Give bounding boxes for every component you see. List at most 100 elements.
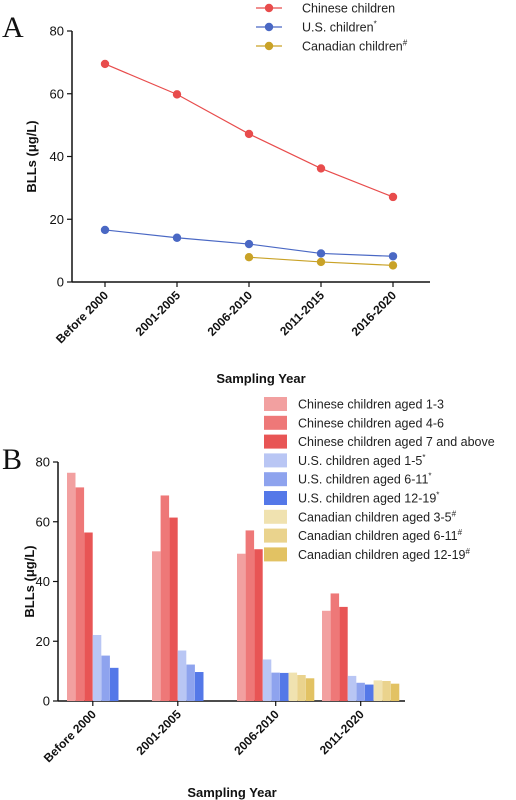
legend-label-0: Chinese children aged 1-3 xyxy=(298,398,444,412)
data-point xyxy=(388,261,398,270)
legend-swatch-4 xyxy=(264,472,287,487)
legend-label-7-superscript: # xyxy=(458,528,463,537)
data-point xyxy=(100,225,110,235)
legend-swatch-3 xyxy=(264,453,287,468)
bar xyxy=(382,680,391,701)
legend-label-1-name: Chinese children aged 4-6 xyxy=(298,416,444,430)
legend-label-8-superscript: # xyxy=(466,547,471,556)
legend-label-3-name: U.S. children aged 1-5 xyxy=(298,454,422,468)
bar xyxy=(262,659,272,701)
legend-swatch-6 xyxy=(264,509,287,524)
bar xyxy=(356,682,365,701)
legend-label-4-name: U.S. children aged 6-11 xyxy=(298,473,428,487)
legend-label-5: U.S. children aged 12-19* xyxy=(298,491,439,506)
legend-label-3-superscript: * xyxy=(422,453,425,462)
x-tick-label: Before 2000 xyxy=(53,288,111,346)
bar xyxy=(330,593,340,701)
bar xyxy=(347,675,357,701)
data-point xyxy=(316,249,326,258)
legend-label-2-name: Canadian children xyxy=(302,40,403,54)
legend-label-2: Canadian children# xyxy=(302,39,408,54)
bar xyxy=(280,672,289,701)
bar xyxy=(84,532,93,701)
bar xyxy=(322,610,331,701)
data-point xyxy=(244,129,254,139)
y-tick-label: 80 xyxy=(36,455,50,470)
legend-swatch-7 xyxy=(264,528,287,543)
data-point xyxy=(316,164,326,173)
x-tick-label: Before 2000 xyxy=(41,707,99,765)
panel-label-a: A xyxy=(2,11,24,44)
legend-label-4: U.S. children aged 6-11* xyxy=(298,472,432,487)
bar xyxy=(152,551,161,701)
legend-swatch-0 xyxy=(264,397,287,411)
legend-label-7: Canadian children aged 6-11# xyxy=(298,528,463,543)
y-tick-label: 20 xyxy=(36,634,50,649)
bar xyxy=(169,517,178,701)
legend-swatch-8 xyxy=(264,547,287,562)
legend-label-2-superscript: # xyxy=(403,39,408,48)
x-tick-label: 2011-2015 xyxy=(277,288,327,338)
bar xyxy=(254,549,263,701)
x-tick-label: 2001-2005 xyxy=(133,288,184,339)
panel-b-bar-chart: B 0 20 40 60 80 Before 2000 2001-2005 2006-2010 2… xyxy=(2,397,495,800)
bar xyxy=(365,684,374,701)
data-point xyxy=(388,192,398,202)
x-tick-label: 2006-2010 xyxy=(205,288,256,339)
legend-label-2-name: Chinese children aged 7 and above xyxy=(298,435,495,449)
bar xyxy=(288,672,298,701)
y-tick-label: 0 xyxy=(43,694,50,709)
legend-marker-0 xyxy=(264,3,274,13)
legend-label-5-name: U.S. children aged 12-19 xyxy=(298,492,436,506)
data-point xyxy=(172,233,182,242)
data-point xyxy=(244,253,254,262)
y-axis-label: BLLs (μg/L) xyxy=(24,120,39,192)
bar xyxy=(160,495,170,701)
legend-label-6-superscript: # xyxy=(452,509,457,518)
bar xyxy=(177,650,187,701)
bar xyxy=(92,634,102,701)
data-point xyxy=(388,252,398,261)
bar xyxy=(186,664,195,701)
legend-label-5-superscript: * xyxy=(436,491,439,500)
y-tick-label: 60 xyxy=(50,86,64,101)
x-tick-label: 2001-2005 xyxy=(133,707,184,758)
legend-marker-1 xyxy=(264,22,274,32)
bar xyxy=(101,655,110,701)
data-point xyxy=(172,90,182,99)
legend-swatch-2 xyxy=(264,434,287,449)
x-axis-label: Sampling Year xyxy=(187,785,276,800)
legend-label-1: U.S. children* xyxy=(302,20,377,35)
legend-label-0-name: Chinese children xyxy=(302,2,395,16)
legend-label-6: Canadian children aged 3-5# xyxy=(298,509,457,524)
y-tick-label: 20 xyxy=(50,212,64,227)
data-point xyxy=(244,239,254,249)
bar xyxy=(373,680,383,701)
bar xyxy=(245,530,255,701)
bar xyxy=(67,472,76,701)
legend-label-1-superscript: * xyxy=(374,20,377,29)
legend-label-1-name: U.S. children xyxy=(302,21,374,35)
bar xyxy=(339,606,348,701)
legend-label-8-name: Canadian children aged 12-19 xyxy=(298,548,466,562)
legend-label-2: Chinese children aged 7 and above xyxy=(298,435,495,449)
bar xyxy=(237,553,246,701)
bar xyxy=(297,675,306,701)
y-tick-label: 40 xyxy=(50,149,64,164)
legend-swatch-1 xyxy=(264,415,287,430)
legend-label-7-name: Canadian children aged 6-11 xyxy=(298,529,458,543)
x-tick-label: 2006-2010 xyxy=(231,707,282,758)
legend-swatch-5 xyxy=(264,491,287,505)
panel-a-line-chart: A 0 20 40 60 80 Before 2000 2001-2005 2006-2010 2… xyxy=(2,2,430,386)
bar xyxy=(195,672,204,701)
legend-label-4-superscript: * xyxy=(428,472,431,481)
bar xyxy=(271,672,280,701)
legend-label-6-name: Canadian children aged 3-5 xyxy=(298,510,452,524)
y-axis-label: BLLs (μg/L) xyxy=(22,545,37,617)
x-tick-label: 2011-2020 xyxy=(317,707,367,757)
y-tick-label: 80 xyxy=(50,24,64,39)
data-point xyxy=(316,257,326,267)
bar xyxy=(110,667,119,701)
legend-label-0-name: Chinese children aged 1-3 xyxy=(298,398,444,412)
